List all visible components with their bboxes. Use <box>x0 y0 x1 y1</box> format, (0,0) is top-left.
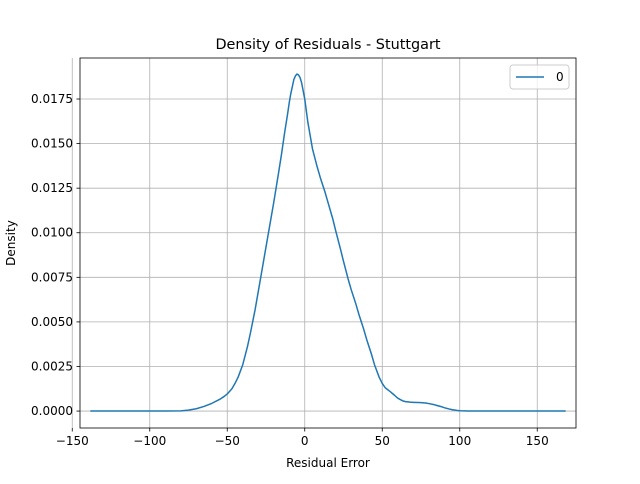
y-tick-label: 0.0125 <box>31 181 73 195</box>
y-axis-label: Density <box>4 220 18 266</box>
y-tick-label: 0.0075 <box>31 270 73 284</box>
legend: 0 <box>509 64 570 90</box>
series-layer <box>90 73 566 412</box>
density-line-series <box>90 73 566 412</box>
x-tick-label: −150 <box>56 434 89 448</box>
x-axis-ticks: −150 −100 −50 0 50 100 150 <box>56 428 549 448</box>
y-axis-ticks: 0.0000 0.0025 0.0050 0.0075 0.0100 0.0125 0.01… <box>31 92 80 418</box>
x-tick-label: 100 <box>448 434 471 448</box>
y-tick-label: 0.0150 <box>31 137 73 151</box>
y-tick-label: 0.0025 <box>31 359 73 373</box>
x-tick-label: 150 <box>526 434 549 448</box>
x-tick-label: 50 <box>375 434 390 448</box>
axes-frame <box>79 57 577 429</box>
y-tick-label: 0.0175 <box>31 92 73 106</box>
y-tick-label: 0.0000 <box>31 404 73 418</box>
chart-title: Density of Residuals - Stuttgart <box>215 37 440 53</box>
x-tick-label: −100 <box>133 434 166 448</box>
y-tick-label: 0.0100 <box>31 226 73 240</box>
x-tick-label: −50 <box>215 434 240 448</box>
legend-label: 0 <box>556 70 564 84</box>
x-tick-label: 0 <box>301 434 309 448</box>
y-tick-label: 0.0050 <box>31 315 73 329</box>
x-axis-label: Residual Error <box>286 456 370 470</box>
